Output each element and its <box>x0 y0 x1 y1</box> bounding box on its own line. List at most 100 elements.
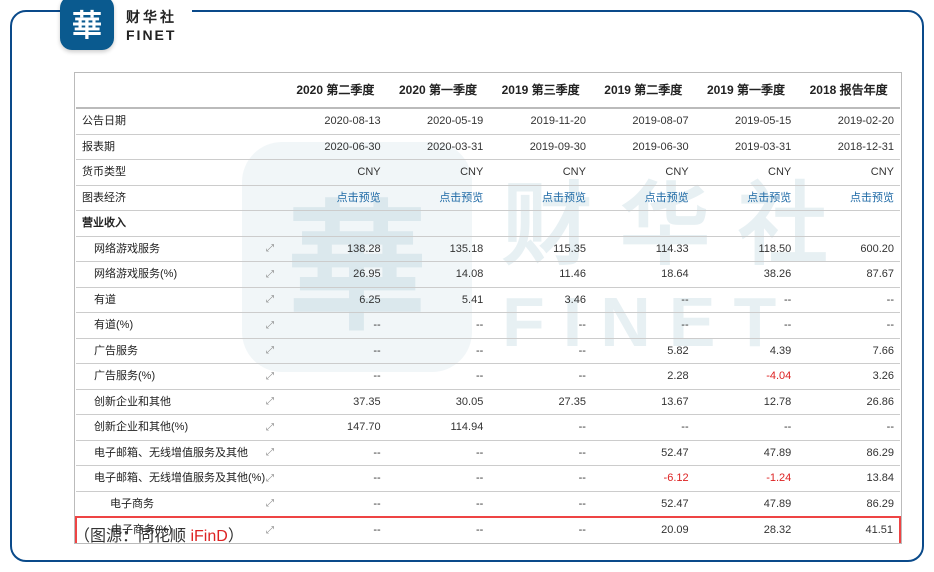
row-label: 电子邮箱、无线增值服务及其他(%) <box>76 466 256 492</box>
chart-icon[interactable]: ⤢ <box>256 415 284 441</box>
row-label: 报表期 <box>76 134 256 160</box>
data-cell: 147.70 <box>284 415 387 441</box>
data-cell: -- <box>284 517 387 543</box>
data-cell: 5.41 <box>387 287 490 313</box>
data-cell: -- <box>387 313 490 339</box>
data-cell[interactable]: 点击预览 <box>284 185 387 211</box>
data-cell: 135.18 <box>387 236 490 262</box>
data-cell[interactable]: 点击预览 <box>797 185 900 211</box>
header-blank-icon <box>256 73 284 108</box>
image-source: （图源：同花顺 iFinD） <box>74 522 244 546</box>
data-cell[interactable]: 点击预览 <box>592 185 695 211</box>
data-cell: 2019-05-15 <box>695 108 798 134</box>
data-cell: 2019-11-20 <box>489 108 592 134</box>
data-cell: 14.08 <box>387 262 490 288</box>
data-cell: 11.46 <box>489 262 592 288</box>
data-cell: 2019-03-31 <box>695 134 798 160</box>
chart-icon[interactable]: ⤢ <box>256 517 284 543</box>
data-cell: 2019-08-07 <box>592 108 695 134</box>
data-cell: 2019-02-20 <box>797 108 900 134</box>
data-cell: -- <box>489 466 592 492</box>
data-cell[interactable]: 点击预览 <box>489 185 592 211</box>
data-cell: -6.12 <box>592 466 695 492</box>
data-cell: 2020-08-13 <box>284 108 387 134</box>
row-label: 电子邮箱、无线增值服务及其他 <box>76 440 256 466</box>
chart-icon[interactable]: ⤢ <box>256 491 284 517</box>
chart-icon[interactable]: ⤢ <box>256 313 284 339</box>
data-cell: 13.67 <box>592 389 695 415</box>
data-cell: -- <box>695 287 798 313</box>
chart-icon[interactable]: ⤢ <box>256 338 284 364</box>
data-cell: -- <box>797 313 900 339</box>
chart-icon[interactable]: ⤢ <box>256 287 284 313</box>
data-cell: 2020-06-30 <box>284 134 387 160</box>
data-cell: CNY <box>592 160 695 186</box>
data-cell: 20.09 <box>592 517 695 543</box>
brand-logo: 華 财华社 FINET <box>60 0 192 50</box>
row-label: 网络游戏服务 <box>76 236 256 262</box>
page-frame: 華 财华社 FINET 2020 第二季度2020 第一季度2019 第三季度2… <box>10 10 924 562</box>
data-cell: 2019-09-30 <box>489 134 592 160</box>
data-cell: -- <box>387 364 490 390</box>
data-cell: 47.89 <box>695 440 798 466</box>
data-cell[interactable]: 点击预览 <box>387 185 490 211</box>
data-cell: 37.35 <box>284 389 387 415</box>
data-cell: 26.95 <box>284 262 387 288</box>
section-label: 营业收入 <box>76 211 900 237</box>
data-cell: 26.86 <box>797 389 900 415</box>
row-label: 广告服务(%) <box>76 364 256 390</box>
data-cell: -- <box>797 415 900 441</box>
col-header: 2019 第三季度 <box>489 73 592 108</box>
data-cell: 86.29 <box>797 440 900 466</box>
table-row: 报表期 2020-06-302020-03-312019-09-302019-06… <box>76 134 900 160</box>
row-label: 电子商务 <box>76 491 256 517</box>
chart-icon[interactable]: ⤢ <box>256 440 284 466</box>
col-header: 2018 报告年度 <box>797 73 900 108</box>
logo-glyph: 華 <box>60 0 114 50</box>
data-cell: -- <box>592 415 695 441</box>
data-cell: -- <box>592 287 695 313</box>
chart-icon[interactable]: ⤢ <box>256 364 284 390</box>
table-row: 电子邮箱、无线增值服务及其他⤢------52.4747.8986.29 <box>76 440 900 466</box>
table-body: 公告日期2020-08-132020-05-192019-11-202019-0… <box>76 108 900 543</box>
row-label: 创新企业和其他 <box>76 389 256 415</box>
data-cell: 114.33 <box>592 236 695 262</box>
data-cell: -- <box>489 491 592 517</box>
col-header: 2019 第二季度 <box>592 73 695 108</box>
data-cell: -- <box>387 517 490 543</box>
financial-table-container: 2020 第二季度2020 第一季度2019 第三季度2019 第二季度2019… <box>74 72 902 544</box>
chart-icon[interactable]: ⤢ <box>256 262 284 288</box>
chart-icon[interactable]: ⤢ <box>256 236 284 262</box>
data-cell: 47.89 <box>695 491 798 517</box>
table-row: 电子商务⤢------52.4747.8986.29 <box>76 491 900 517</box>
data-cell: 5.82 <box>592 338 695 364</box>
data-cell: 2020-03-31 <box>387 134 490 160</box>
data-cell: 138.28 <box>284 236 387 262</box>
col-header: 2019 第一季度 <box>695 73 798 108</box>
data-cell: 115.35 <box>489 236 592 262</box>
data-cell: 38.26 <box>695 262 798 288</box>
data-cell: -- <box>489 364 592 390</box>
table-row: 广告服务⤢------5.824.397.66 <box>76 338 900 364</box>
row-label: 图表经济 <box>76 185 256 211</box>
row-label: 有道(%) <box>76 313 256 339</box>
data-cell: -- <box>387 466 490 492</box>
data-cell: CNY <box>284 160 387 186</box>
table-header: 2020 第二季度2020 第一季度2019 第三季度2019 第二季度2019… <box>76 73 900 108</box>
data-cell: 2.28 <box>592 364 695 390</box>
data-cell: 30.05 <box>387 389 490 415</box>
chart-icon <box>256 134 284 160</box>
row-label: 网络游戏服务(%) <box>76 262 256 288</box>
data-cell: 114.94 <box>387 415 490 441</box>
data-cell: 86.29 <box>797 491 900 517</box>
data-cell: 27.35 <box>489 389 592 415</box>
data-cell: -- <box>695 313 798 339</box>
data-cell: -- <box>284 364 387 390</box>
data-cell: 118.50 <box>695 236 798 262</box>
chart-icon[interactable]: ⤢ <box>256 389 284 415</box>
data-cell: 2019-06-30 <box>592 134 695 160</box>
data-cell: -- <box>387 440 490 466</box>
data-cell: -- <box>489 313 592 339</box>
data-cell[interactable]: 点击预览 <box>695 185 798 211</box>
table-row: 货币类型CNYCNYCNYCNYCNYCNY <box>76 160 900 186</box>
